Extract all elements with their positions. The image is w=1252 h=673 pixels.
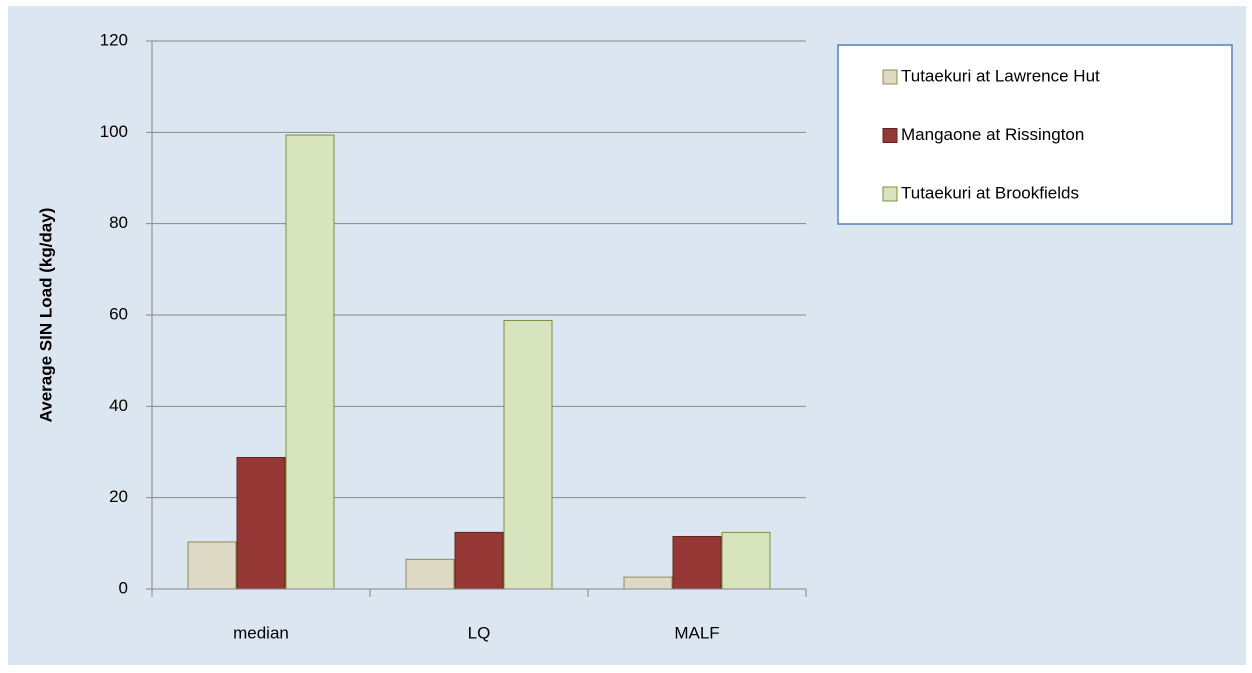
y-tick-label: 100: [100, 122, 128, 141]
y-axis-label: Average SIN Load (kg/day): [36, 208, 55, 423]
legend-label: Tutaekuri at Lawrence Hut: [901, 66, 1100, 85]
bar: [285, 134, 335, 590]
y-tick-label: 60: [109, 304, 128, 323]
y-tick-label: 0: [119, 578, 128, 597]
y-tick-label: 40: [109, 396, 128, 415]
x-tick-label: LQ: [468, 623, 491, 642]
legend-label: Tutaekuri at Brookfields: [901, 183, 1079, 202]
x-tick-label: median: [233, 623, 289, 642]
bar: [187, 541, 237, 590]
bar: [454, 531, 504, 590]
y-tick-label: 80: [109, 213, 128, 232]
y-tick-label: 120: [100, 30, 128, 49]
legend-swatch: [882, 69, 898, 85]
bar: [623, 576, 673, 590]
bar: [236, 456, 286, 590]
legend-swatch: [882, 186, 898, 202]
x-tick-label: MALF: [674, 623, 719, 642]
bar: [721, 531, 771, 590]
legend-swatch: [882, 128, 898, 143]
legend-label: Mangaone at Rissington: [901, 125, 1084, 144]
bar: [672, 535, 722, 590]
bar: [405, 558, 455, 590]
y-tick-label: 20: [109, 487, 128, 506]
bar: [503, 319, 553, 590]
legend: [837, 44, 1233, 225]
